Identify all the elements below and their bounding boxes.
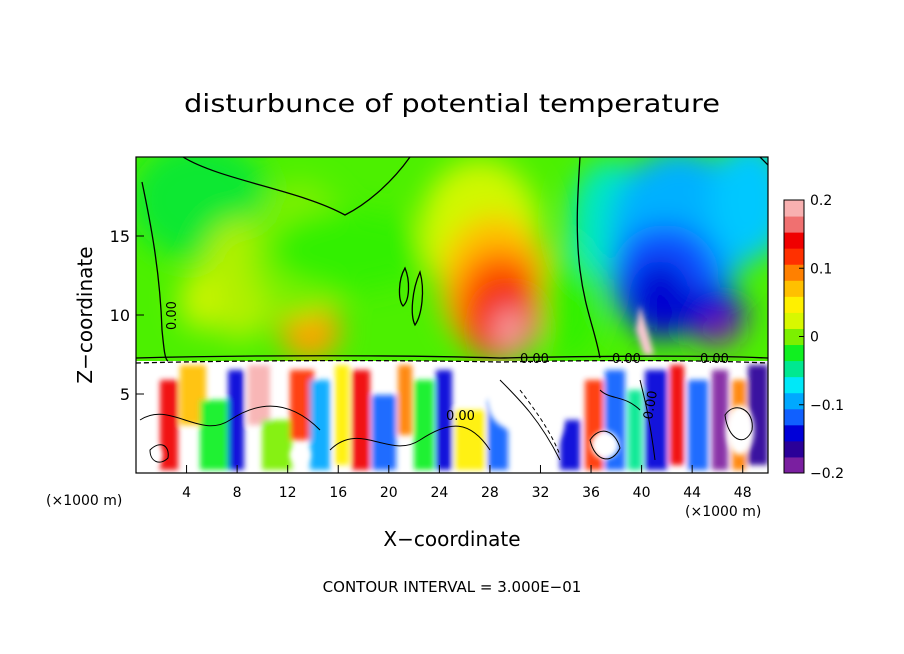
colorbar-cell	[784, 424, 804, 442]
colorbar-cell	[784, 376, 804, 394]
colorbar-cells	[784, 200, 804, 474]
x-tick-label: 36	[582, 485, 600, 501]
colorbar-cell	[784, 408, 804, 426]
contour-label: 0.00	[520, 352, 549, 367]
colorbar-cell	[784, 360, 804, 378]
x-tick-label: 16	[329, 485, 347, 501]
x-tick-label: 4	[182, 485, 191, 501]
y-axis: 5 10 15	[110, 227, 144, 404]
colorbar-cell	[784, 280, 804, 297]
colorbar-cell	[784, 264, 804, 281]
colorbar-tick-label: 0	[810, 330, 819, 346]
colorbar-cell	[784, 440, 804, 458]
x-axis-label: X−coordinate	[383, 527, 520, 551]
upper-field-blobs	[136, 157, 768, 360]
colorbar: 0.2 0.1 0 −0.1 −0.2	[783, 193, 844, 482]
y-tick-label: 15	[110, 227, 130, 246]
contour-label: 0.00	[446, 409, 475, 424]
upper-contour-lines	[136, 157, 768, 364]
colorbar-tick-label: −0.2	[810, 466, 844, 482]
colorbar-tick-label: −0.1	[810, 398, 844, 414]
heatmap-field	[136, 157, 768, 473]
colorbar-cell	[784, 344, 804, 362]
colorbar-cell	[784, 456, 804, 474]
x-tick-label: 20	[380, 485, 398, 501]
chart-title: disturbunce of potential temperature	[184, 89, 720, 118]
colorbar-cell	[784, 232, 804, 249]
contour-label: 0.00	[165, 301, 180, 330]
colorbar-tick-label: 0.2	[810, 193, 832, 209]
contour-label: 0.00	[612, 352, 641, 367]
colorbar-ticks: 0.2 0.1 0 −0.1 −0.2	[799, 193, 844, 482]
x-tick-label: 24	[430, 485, 448, 501]
contour-interval-note: CONTOUR INTERVAL = 3.000E−01	[323, 578, 582, 596]
x-tick-label: 28	[481, 485, 499, 501]
y-axis-label: Z−coordinate	[73, 246, 97, 383]
contour-labels: 0.00 0.00 0.00 0.00 0.00 0.00	[165, 301, 729, 424]
colorbar-cell	[784, 200, 804, 217]
colorbar-cell	[784, 248, 804, 265]
contour-label: 0.00	[641, 390, 661, 421]
lower-field-whitespots	[138, 370, 754, 467]
x-unit-right: (×1000 m)	[685, 504, 761, 520]
upper-field-plume	[636, 305, 654, 355]
y-tick-label: 5	[120, 385, 130, 404]
x-tick-label: 12	[279, 485, 297, 501]
x-tick-label: 32	[532, 485, 550, 501]
x-axis: 4 8 12 16 20 24 28 32 36 40 44 48	[182, 465, 752, 501]
lower-contour-lines	[139, 379, 753, 463]
colorbar-cell	[784, 328, 804, 346]
x-tick-label: 48	[734, 485, 752, 501]
colorbar-cell	[784, 296, 804, 313]
x-unit-left: (×1000 m)	[46, 493, 122, 509]
colorbar-cell	[784, 392, 804, 410]
x-tick-label: 40	[633, 485, 651, 501]
colorbar-tick-label: 0.1	[810, 261, 832, 277]
x-tick-label: 8	[233, 485, 242, 501]
colorbar-cell	[784, 216, 804, 233]
colorbar-cell	[784, 312, 804, 329]
y-tick-label: 10	[110, 306, 130, 325]
x-tick-label: 44	[683, 485, 701, 501]
lower-field	[136, 361, 768, 473]
contour-label: 0.00	[700, 352, 729, 367]
